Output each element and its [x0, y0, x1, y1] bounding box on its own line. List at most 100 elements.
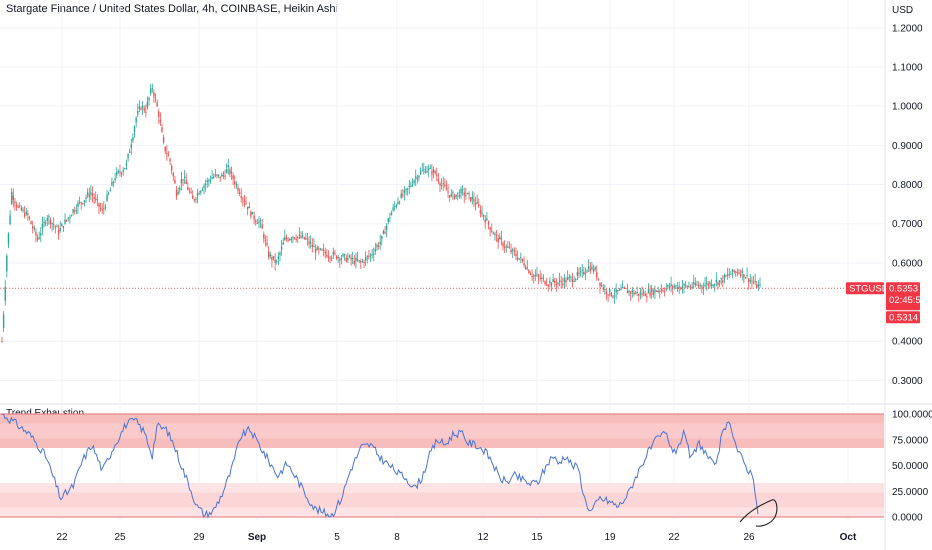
candle-body — [192, 195, 194, 199]
candle-body — [114, 178, 116, 181]
candle-body — [482, 214, 485, 217]
candle-body — [474, 203, 477, 205]
candle-body — [98, 203, 100, 207]
candle-body — [398, 202, 401, 204]
axes: 1.2000 1.1000 1.0000 0.9000 0.8000 0.7000 0.60… — [56, 23, 932, 543]
candle-body — [253, 215, 255, 220]
candle-body — [628, 290, 630, 293]
candle-body — [576, 272, 579, 276]
candle-body — [246, 206, 249, 210]
candle-body — [526, 267, 528, 269]
candle-body — [206, 180, 208, 183]
candle-body — [266, 242, 268, 246]
candle-body — [507, 246, 509, 248]
candle-body — [515, 253, 517, 257]
candle-body — [478, 204, 480, 207]
candle-body — [730, 274, 732, 276]
time-tick-label: 5 — [334, 532, 340, 543]
candle-body — [22, 209, 24, 211]
candle-body — [292, 236, 294, 238]
candle-body — [361, 261, 364, 263]
candle-body — [377, 245, 380, 247]
symbol-badge-label: STGUSD — [849, 284, 889, 295]
candle-body — [492, 233, 495, 235]
candle-body — [311, 244, 314, 247]
candle-body — [610, 292, 613, 296]
candle-body — [25, 211, 27, 215]
candle-body — [135, 118, 137, 123]
candle-body — [130, 144, 132, 148]
candle-body — [429, 167, 431, 169]
candle-body — [578, 272, 580, 274]
candle-body — [122, 170, 124, 172]
candle-body — [145, 111, 147, 113]
candle-body — [571, 279, 574, 282]
candle-body — [309, 242, 312, 244]
candle-body — [225, 169, 228, 173]
candle-body — [1, 341, 3, 343]
candle-body — [219, 176, 221, 179]
candle-body — [124, 167, 126, 170]
candle-body — [263, 233, 265, 240]
candle-body — [457, 192, 459, 194]
candle-body — [172, 173, 175, 177]
candle-body — [521, 258, 524, 261]
candle-body — [251, 211, 254, 215]
candle-body — [712, 285, 714, 287]
price-tick-label: 0.9000 — [892, 141, 923, 152]
candle-body — [747, 278, 750, 283]
candle-body — [167, 155, 170, 157]
candle-body — [405, 189, 407, 191]
candle-body — [75, 210, 78, 212]
candle-body — [587, 265, 590, 269]
candle-body — [334, 252, 336, 254]
candle-body — [512, 249, 514, 251]
candle-body — [500, 238, 503, 240]
candle-body — [322, 249, 325, 251]
candle-body — [534, 275, 537, 277]
candle-body — [204, 183, 207, 185]
candle-body — [418, 176, 420, 178]
candle-body — [175, 189, 178, 197]
candle-body — [566, 277, 569, 280]
candle-body — [238, 192, 241, 195]
candle-body — [481, 212, 483, 214]
candle-body — [53, 224, 55, 226]
candle-body — [224, 175, 226, 177]
candle-body — [120, 172, 123, 174]
candle-body — [56, 226, 58, 228]
candle-body — [550, 283, 553, 286]
candle-body — [491, 231, 493, 233]
candle-body — [364, 257, 367, 261]
candle-body — [190, 192, 192, 194]
indicator-tick-label: 75.0000 — [892, 435, 929, 446]
time-tick-label: 26 — [743, 532, 755, 543]
candle-body — [647, 289, 650, 293]
time-tick-label: 19 — [604, 532, 616, 543]
candle-body — [447, 191, 449, 193]
candle-body — [620, 289, 622, 291]
candle-body — [132, 137, 134, 141]
candle-body — [368, 256, 370, 258]
candle-body — [586, 271, 588, 273]
candle-body — [554, 280, 556, 283]
candle-body — [390, 212, 393, 216]
candle-body — [171, 165, 173, 171]
candle-body — [707, 283, 709, 286]
candle-body — [736, 272, 739, 274]
candle-body — [684, 284, 687, 286]
candle-body — [630, 292, 632, 294]
candle-body — [373, 253, 375, 255]
candle-body — [343, 254, 346, 256]
candle-body — [450, 194, 453, 196]
candle-body — [439, 183, 441, 186]
candle-body — [539, 277, 541, 279]
candle-body — [200, 191, 202, 193]
candle-body — [486, 218, 488, 221]
candle-body — [217, 174, 220, 176]
candle-body — [738, 272, 740, 274]
candle-body — [641, 293, 643, 295]
candle-body — [140, 108, 142, 110]
